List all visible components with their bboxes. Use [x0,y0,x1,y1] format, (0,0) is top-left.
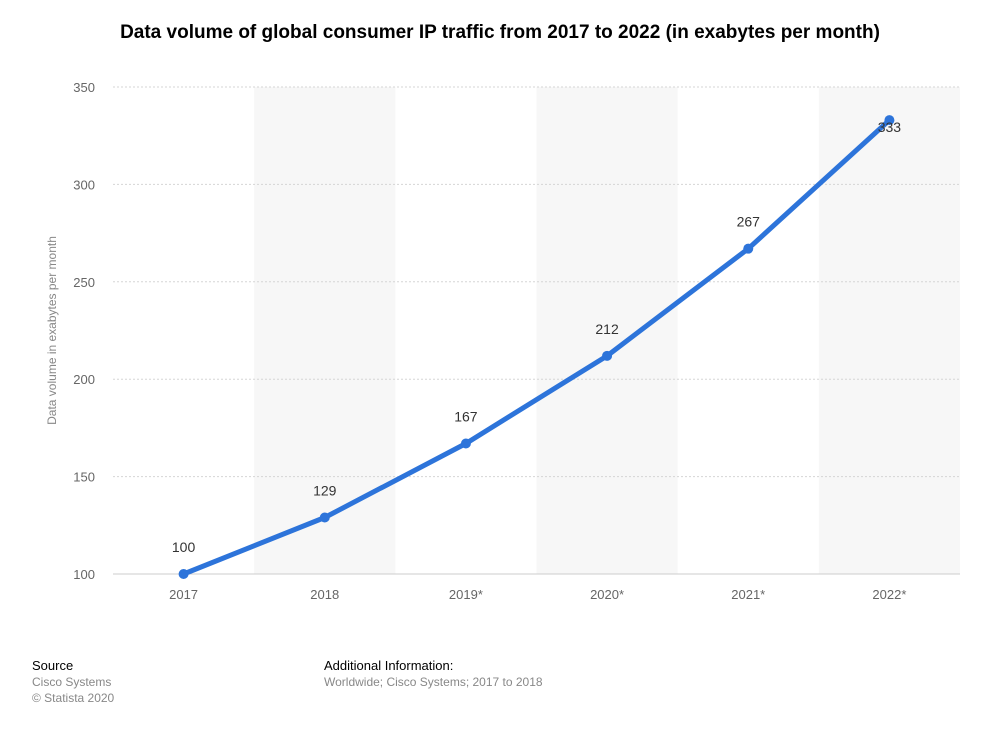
y-axis-title: Data volume in exabytes per month [45,236,59,425]
additional-info-heading: Additional Information: [324,658,454,673]
data-label-5: 333 [878,119,902,135]
y-axis-ticks: 100 150 200 250 300 350 [73,80,95,582]
data-points [178,115,895,579]
series-line-path [181,117,892,577]
x-axis-ticks: 2017 2018 2019* 2020* 2021* 2022* [169,587,906,602]
source-line-2: © Statista 2020 [32,691,115,705]
data-label-2: 167 [454,408,478,424]
y-tick-label-100: 100 [73,567,95,582]
source-block: Source Cisco Systems © Statista 2020 [32,658,114,706]
category-band-1 [254,87,396,574]
y-tick-label-250: 250 [73,275,95,290]
data-point-5 [884,115,895,126]
y-tick-label-200: 200 [73,372,95,387]
x-tick-label-2: 2019* [449,587,483,602]
source-line-1: Cisco Systems [32,675,112,689]
data-label-0: 100 [172,539,196,555]
x-tick-label-4: 2021* [731,587,765,602]
source-heading: Source [32,658,74,673]
additional-info-block: Additional Information: Worldwide; Cisco… [324,658,543,690]
x-tick-label-3: 2020* [590,587,624,602]
y-tick-label-150: 150 [73,470,95,485]
series-line [181,117,892,577]
additional-info-text: Worldwide; Cisco Systems; 2017 to 2018 [324,675,543,689]
data-point-4 [743,243,754,254]
data-point-2 [460,438,471,449]
y-tick-label-300: 300 [73,177,95,192]
x-tick-label-1: 2018 [310,587,339,602]
category-band-5 [818,87,960,574]
data-point-1 [319,512,330,523]
data-label-3: 212 [595,321,619,337]
gridlines [113,86,960,575]
x-tick-label-5: 2022* [872,587,906,602]
data-label-4: 267 [737,214,761,230]
category-band-3 [536,87,678,574]
y-tick-label-350: 350 [73,80,95,95]
x-tick-label-0: 2017 [169,587,198,602]
data-label-1: 129 [313,483,337,499]
data-labels: 100 129 167 212 267 333 [172,119,901,555]
data-point-0 [178,569,189,579]
data-point-3 [602,350,613,361]
chart-title: Data volume of global consumer IP traffi… [120,22,880,43]
line-chart: 100 150 200 250 300 350 2017 2018 2019* 2020* 202… [45,80,960,602]
